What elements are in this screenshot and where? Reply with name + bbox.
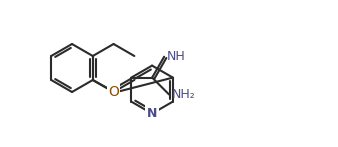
Text: NH₂: NH₂ (172, 88, 196, 101)
Text: NH: NH (167, 50, 186, 63)
Text: N: N (147, 107, 157, 120)
Text: O: O (108, 85, 119, 99)
